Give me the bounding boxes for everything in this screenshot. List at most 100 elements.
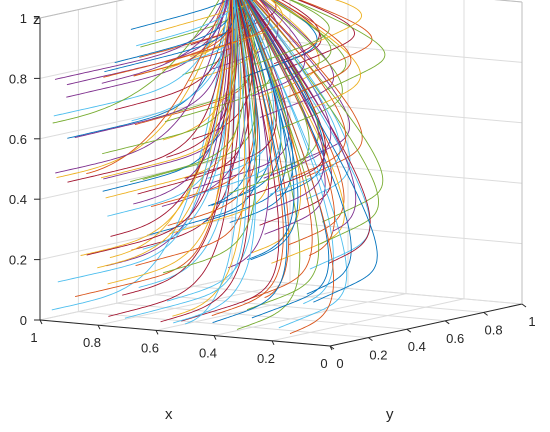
y-tick-label: 1: [528, 314, 535, 329]
grid-line: [213, 293, 407, 337]
y-axis-line: [329, 303, 523, 347]
trajectory-line: [147, 0, 261, 236]
x-tick-label: 0.2: [257, 351, 275, 366]
grid-line: [155, 287, 349, 331]
y-tick-mark: [521, 303, 527, 308]
trajectory-line: [211, 0, 284, 317]
trajectory-line: [66, 0, 228, 98]
z-tick-label: 1: [20, 11, 27, 26]
trajectory-line: [108, 0, 235, 317]
x-tick-label: 0.8: [83, 335, 101, 350]
trajectory-line: [173, 0, 257, 324]
grid-line: [78, 311, 369, 339]
trajectory-line: [97, 0, 232, 269]
trajectory-line: [142, 0, 234, 250]
trajectory-line: [253, 0, 347, 178]
trajectory-line: [260, 0, 343, 129]
trajectory-line: [248, 0, 357, 232]
trajectory-line: [249, 0, 379, 245]
trajectory-line: [55, 0, 228, 174]
trajectory-line: [57, 0, 231, 283]
trajectory-line: [86, 0, 225, 175]
trajectory-line: [54, 0, 224, 80]
box-edge: [39, 0, 125, 19]
trajectory-line: [136, 0, 237, 47]
trajectory-line: [255, 0, 363, 177]
trajectory-line: [240, 0, 313, 302]
trajectory-line: [272, 0, 361, 109]
x-tick-mark: [213, 335, 217, 340]
trajectory-line: [241, 0, 299, 261]
trajectory-line: [275, 0, 352, 98]
trajectory-line: [74, 0, 233, 298]
tick-labels: 00.20.40.60.8100.20.40.60.8100.20.40.60.…: [9, 11, 536, 371]
x-tick-mark: [271, 340, 275, 346]
x-axis-label: x: [165, 406, 173, 423]
trajectory-line: [242, 0, 348, 329]
trajectory-line: [190, 0, 284, 58]
trajectory-line: [74, 0, 232, 139]
trajectory-line: [244, 0, 336, 256]
trajectory-line: [247, 0, 325, 197]
y-tick-label: 0: [336, 356, 343, 371]
x-tick-label: 1: [30, 330, 37, 345]
trajectory-line: [298, 0, 373, 76]
trajectory-line: [165, 0, 271, 63]
y-tick-label: 0.8: [485, 322, 503, 337]
x-tick-label: 0: [320, 356, 327, 371]
x-tick-label: 0.6: [141, 340, 159, 355]
trajectory-line: [130, 0, 245, 183]
trajectory-line: [109, 0, 231, 259]
trajectory-line: [122, 0, 234, 296]
trajectory-line: [138, 0, 236, 288]
trajectory-line: [245, 0, 326, 235]
y-tick-label: 0.6: [446, 331, 464, 346]
trajectory-line: [131, 0, 240, 251]
y-tick-label: 0.2: [369, 348, 387, 363]
trajectory-line: [164, 0, 273, 123]
y-tick-mark: [483, 311, 488, 316]
trajectory-line: [193, 0, 282, 197]
trajectory-line: [184, 0, 241, 325]
trajectory-line: [104, 0, 237, 73]
trajectory-line: [181, 0, 280, 322]
z-tick-label: 0.2: [9, 253, 27, 268]
trajectory-line: [100, 0, 237, 179]
y-tick-mark: [368, 337, 373, 342]
y-tick-mark: [444, 320, 450, 325]
grid-line: [155, 294, 446, 322]
trajectory-line: [228, 0, 310, 194]
trajectory-line: [212, 0, 288, 324]
trajectory-line: [103, 0, 237, 180]
trajectory-line: [190, 0, 277, 46]
grid-line: [97, 282, 291, 326]
trajectory-line: [290, 0, 386, 90]
trajectory-line: [114, 0, 236, 64]
trajectory-line: [114, 0, 234, 111]
grid-line: [39, 277, 233, 321]
trajectory-line: [240, 0, 295, 261]
trajectory-line: [86, 0, 233, 256]
trajectory-line: [259, 0, 335, 118]
trajectory-line: [162, 0, 257, 274]
trajectory-line: [161, 0, 247, 207]
axes-box: [39, 0, 523, 347]
trajectory-line: [107, 0, 233, 285]
trajectory-line: [131, 0, 233, 122]
trajectory-line: [110, 0, 232, 237]
trajectory-line: [150, 0, 256, 208]
trajectory-line: [255, 0, 330, 65]
trajectory-line: [130, 0, 229, 30]
x-tick-mark: [97, 324, 101, 330]
z-tick-label: 0.8: [9, 71, 27, 86]
grid-line: [39, 96, 233, 140]
y-tick-mark: [329, 345, 335, 350]
z-axis-label: z: [33, 11, 41, 28]
trajectory-line: [248, 0, 319, 179]
trajectory-line: [133, 0, 252, 77]
trajectory-line: [67, 0, 230, 139]
trajectory-line: [251, 0, 306, 97]
trajectory-line: [246, 0, 326, 198]
x-tick-mark: [155, 330, 159, 335]
